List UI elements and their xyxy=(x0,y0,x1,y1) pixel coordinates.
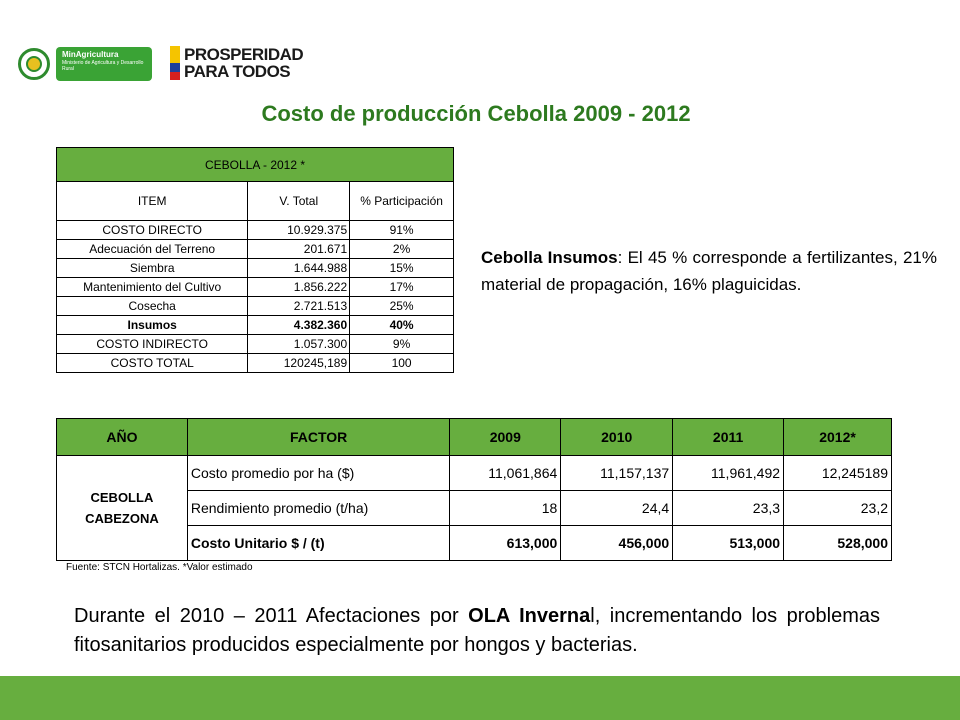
table1-header: CEBOLLA - 2012 * xyxy=(56,147,454,182)
table1-cell-item: COSTO INDIRECTO xyxy=(55,334,249,354)
table1-row: Mantenimiento del Cultivo 1.856.222 17% xyxy=(55,277,454,297)
table1-col-total: V. Total xyxy=(247,181,351,221)
bottom-note: Durante el 2010 – 2011 Afectaciones por … xyxy=(74,602,880,660)
table1-col-pct: % Participación xyxy=(349,181,454,221)
table1-cell-item: COSTO TOTAL xyxy=(55,353,249,373)
table2-header-row: AÑO FACTOR 2009 2010 2011 2012* xyxy=(56,418,892,456)
bottom-note-after: l, incrementando los problemas fitosanit… xyxy=(74,605,881,656)
table1-body: COSTO DIRECTO 10.929.375 91% Adecuación del… xyxy=(55,220,454,373)
footer-band xyxy=(0,676,960,720)
table2-cell-value: 11,157,137 xyxy=(560,455,674,491)
table1-col-item: ITEM xyxy=(55,181,249,221)
table2-row: CEBOLLA CABEZONA Costo promedio por ha ($… xyxy=(56,455,892,561)
insumos-note: Cebolla Insumos: El 45 % corresponde a f… xyxy=(481,244,937,298)
table1-cell-pct: 100 xyxy=(349,353,454,373)
table1-cell-pct: 91% xyxy=(349,220,454,240)
table1-cell-pct: 2% xyxy=(349,239,454,259)
page-title: Costo de producción Cebolla 2009 - 2012 xyxy=(261,101,691,126)
flag-icon xyxy=(170,46,180,80)
slogan-line-1: PROSPERIDAD xyxy=(184,45,304,64)
table2-cell-factor: Costo promedio por ha ($) xyxy=(186,455,451,491)
table1-cell-total: 1.057.300 xyxy=(247,334,351,354)
table1-row: Cosecha 2.721.513 25% xyxy=(55,296,454,316)
table1-cell-item: Siembra xyxy=(55,258,249,278)
table1-cell-total: 120245,189 xyxy=(247,353,351,373)
bottom-note-bold: OLA Inverna xyxy=(468,605,591,627)
table2-cell-value: 513,000 xyxy=(672,525,785,561)
table1-cell-total: 2.721.513 xyxy=(247,296,351,316)
table1-cell-pct: 9% xyxy=(349,334,454,354)
source-note: Fuente: STCN Hortalizas. *Valor estimado xyxy=(66,562,253,573)
table2-cell-value: 528,000 xyxy=(783,525,892,561)
slogan-line-2: PARA TODOS xyxy=(184,62,291,81)
prosperidad-logo: PROSPERIDAD PARA TODOS xyxy=(170,45,304,81)
table2-col-header: AÑO xyxy=(56,418,188,456)
table2-row: Rendimiento promedio (t/ha) 18 24,4 23,3 23,… xyxy=(57,490,892,526)
bottom-note-before: Durante el 2010 – 2011 Afectaciones por xyxy=(74,605,469,627)
table2-cell-value: 12,245189 xyxy=(783,455,892,491)
table2-cell-value: 24,4 xyxy=(560,490,674,526)
ministry-logo: MinAgricultura Ministerio de Agricultura… xyxy=(18,46,152,82)
table1-cell-item: Insumos xyxy=(55,315,249,335)
table2-col-header: 2012* xyxy=(783,418,892,456)
table1-cell-pct: 15% xyxy=(349,258,454,278)
table2-cell-value: 11,961,492 xyxy=(672,455,785,491)
table2-cell-value: 23,2 xyxy=(783,490,892,526)
table1-cell-total: 4.382.360 xyxy=(247,315,351,335)
table1-cell-pct: 40% xyxy=(349,315,454,335)
table2-body: CEBOLLA CABEZONA Costo promedio por ha ($… xyxy=(56,455,892,561)
table1-cell-item: COSTO DIRECTO xyxy=(55,220,249,240)
table1-cell-total: 1.856.222 xyxy=(247,277,351,297)
table2-col-header: FACTOR xyxy=(186,418,451,456)
cost-breakdown-table: CEBOLLA - 2012 * ITEM V. Total % Partici… xyxy=(55,147,454,373)
table2-cell-value: 456,000 xyxy=(560,525,674,561)
table2-col-header: 2010 xyxy=(560,418,674,456)
insumos-text: : El 45 % corresponde a fertilizantes, 2… xyxy=(481,248,937,294)
table1-cell-total: 1.644.988 xyxy=(247,258,351,278)
table2-cell-factor: Rendimiento promedio (t/ha) xyxy=(186,490,451,526)
table1-cell-item: Adecuación del Terreno xyxy=(55,239,249,259)
table1-row: Adecuación del Terreno 201.671 2% xyxy=(55,239,454,259)
ministry-badge: MinAgricultura Ministerio de Agricultura… xyxy=(56,47,152,81)
table2-col-header: 2009 xyxy=(449,418,562,456)
table2-col-header: 2011 xyxy=(672,418,785,456)
table1-row: COSTO TOTAL 120245,189 100 xyxy=(55,353,454,373)
header-logos: MinAgricultura Ministerio de Agricultura… xyxy=(18,44,318,86)
table1-cell-item: Mantenimiento del Cultivo xyxy=(55,277,249,297)
table1-cell-total: 10.929.375 xyxy=(247,220,351,240)
table1-row: Siembra 1.644.988 15% xyxy=(55,258,454,278)
table1-cell-total: 201.671 xyxy=(247,239,351,259)
table2-row-label: CEBOLLA CABEZONA xyxy=(56,455,188,561)
yearly-cost-table: AÑO FACTOR 2009 2010 2011 2012* CEBOLLA CABEZ… xyxy=(56,418,892,561)
table2-cell-value: 23,3 xyxy=(672,490,785,526)
table1-row: COSTO DIRECTO 10.929.375 91% xyxy=(55,220,454,240)
table2-cell-value: 11,061,864 xyxy=(449,455,562,491)
table2-cell-value: 18 xyxy=(449,490,562,526)
table1-cell-item: Cosecha xyxy=(55,296,249,316)
table1-row: COSTO INDIRECTO 1.057.300 9% xyxy=(55,334,454,354)
table2-row: Costo Unitario $ / (t) 613,000 456,000 513,… xyxy=(57,525,892,561)
ministry-name: MinAgricultura xyxy=(62,50,119,59)
table2-cell-factor: Costo Unitario $ / (t) xyxy=(186,525,451,561)
table1-row: Insumos 4.382.360 40% xyxy=(55,315,454,335)
insumos-label: Cebolla Insumos xyxy=(481,248,618,267)
table2-cell-value: 613,000 xyxy=(449,525,562,561)
table1-cell-pct: 17% xyxy=(349,277,454,297)
ministry-subtitle: Ministerio de Agricultura y Desarrollo R… xyxy=(62,60,144,72)
coat-of-arms-icon xyxy=(18,48,50,80)
table1-cell-pct: 25% xyxy=(349,296,454,316)
